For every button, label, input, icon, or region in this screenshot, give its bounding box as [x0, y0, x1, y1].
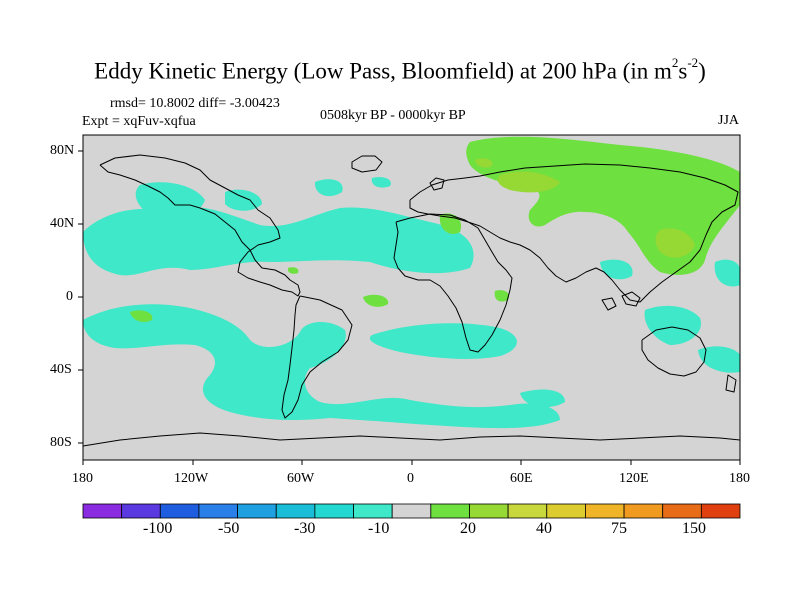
axis-ticks — [78, 150, 741, 465]
lon-label-120w: 120W — [174, 471, 209, 486]
lon-label-0: 0 — [407, 471, 414, 486]
colorbar-swatch — [507, 503, 548, 519]
colorbar-label: 75 — [611, 520, 627, 537]
season-label: JJA — [718, 113, 740, 128]
colorbar-swatch — [700, 503, 741, 519]
colorbar-swatch — [198, 503, 238, 519]
colorbar-label: -100 — [143, 520, 173, 537]
colorbar-swatch — [662, 503, 702, 519]
lon-label-60w: 60W — [287, 471, 315, 486]
colorbar-swatch — [237, 503, 277, 519]
period-label: 0508kyr BP - 0000kyr BP — [320, 108, 466, 123]
colorbar-label: -30 — [294, 520, 316, 537]
lon-label-120e: 120E — [619, 471, 649, 486]
cyan-anomaly-regions — [83, 177, 740, 429]
colorbar-swatch — [82, 503, 123, 519]
coastlines — [83, 154, 740, 447]
map-area — [83, 135, 740, 460]
lat-label-40n: 40N — [50, 216, 75, 231]
colorbar-label: 40 — [536, 520, 552, 537]
lon-label-180w: 180 — [72, 471, 93, 486]
colorbar-swatch — [623, 503, 664, 519]
colorbar-label: 20 — [460, 520, 476, 537]
yellowgreen-anomaly-regions — [475, 158, 695, 258]
colorbar-swatch — [353, 503, 393, 519]
colorbar-swatch — [469, 503, 509, 519]
colorbar-label: 150 — [682, 520, 706, 537]
lon-label-180e: 180 — [729, 471, 750, 486]
colorbar-swatch — [159, 503, 200, 519]
lon-label-60e: 60E — [510, 471, 533, 486]
colorbar-swatch — [275, 503, 316, 519]
lat-label-80n: 80N — [50, 143, 75, 158]
colorbar-swatch — [314, 503, 354, 519]
experiment-label: Expt = xqFuv-xqfua — [82, 114, 196, 129]
colorbar-swatch — [585, 503, 625, 519]
colorbar-swatch — [121, 503, 161, 519]
colorbar — [82, 503, 741, 519]
colorbar-label: -10 — [368, 520, 390, 537]
lat-label-80s: 80S — [50, 435, 72, 450]
colorbar-swatch — [391, 503, 432, 519]
colorbar-label: -50 — [218, 520, 240, 537]
lat-label-40s: 40S — [50, 362, 72, 377]
colorbar-swatch — [546, 503, 586, 519]
lat-label-equator: 0 — [66, 289, 73, 304]
rmsd-diff-label: rmsd= 10.8002 diff= -3.00423 — [110, 96, 280, 111]
chart-title: Eddy Kinetic Energy (Low Pass, Bloomfiel… — [94, 55, 706, 84]
colorbar-swatch — [430, 503, 470, 519]
